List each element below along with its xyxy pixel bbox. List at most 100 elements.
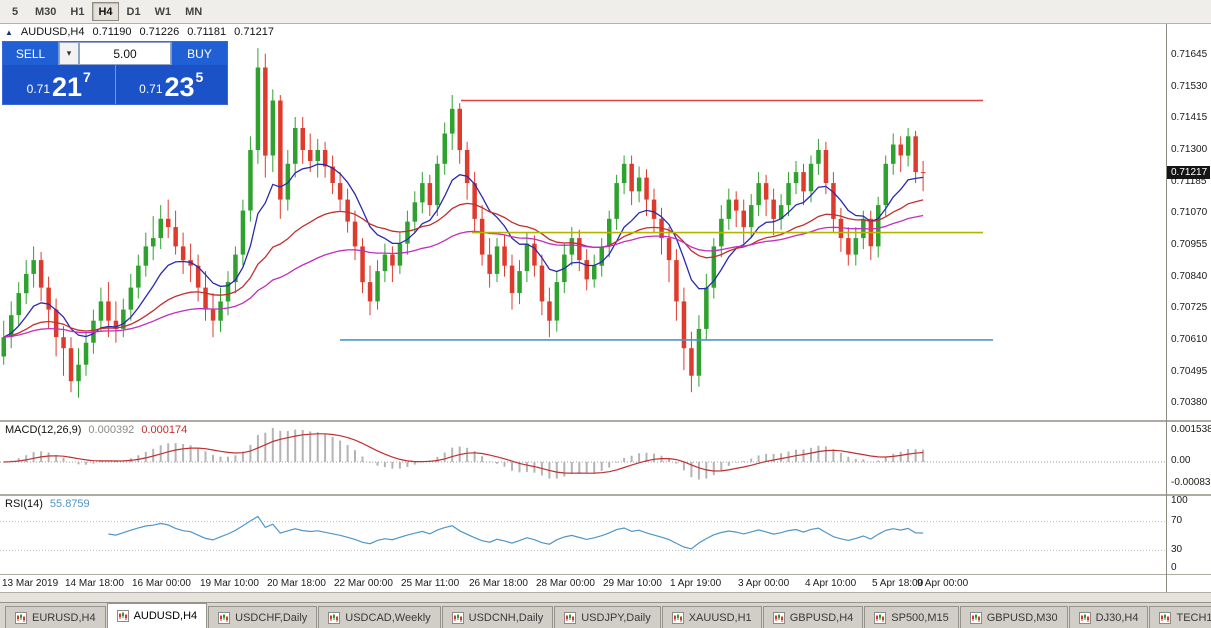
chart-tab-usdcnh-daily[interactable]: USDCNH,Daily bbox=[441, 606, 554, 628]
chart-icon bbox=[451, 611, 464, 624]
timeframe-button-5[interactable]: 5 bbox=[3, 2, 27, 21]
time-axis-label: 20 Mar 18:00 bbox=[267, 578, 326, 589]
horizontal-scrollbar[interactable] bbox=[0, 592, 1211, 602]
bid-price[interactable]: 0.71 21 7 bbox=[3, 65, 116, 104]
panel-separator-macd[interactable] bbox=[0, 420, 1166, 422]
timeframe-button-d1[interactable]: D1 bbox=[121, 2, 147, 21]
chart-icon bbox=[874, 611, 887, 624]
ask-prefix: 0.71 bbox=[139, 82, 163, 96]
main-chart-panel[interactable]: ▲ AUDUSD,H4 0.71190 0.71226 0.71181 0.71… bbox=[0, 24, 1166, 420]
time-axis-label: 3 Apr 00:00 bbox=[738, 578, 790, 589]
chart-icon bbox=[218, 611, 231, 624]
timeframe-button-mn[interactable]: MN bbox=[179, 2, 208, 21]
timeframe-button-m30[interactable]: M30 bbox=[29, 2, 62, 21]
ohlc-high: 0.71226 bbox=[139, 26, 180, 38]
time-axis[interactable]: 13 Mar 2019 14 Mar 18:00 16 Mar 00:00 19 Ma… bbox=[0, 574, 1166, 592]
time-axis-label: 9 Apr 00:00 bbox=[917, 578, 969, 589]
time-axis-label: 16 Mar 00:00 bbox=[132, 578, 191, 589]
macd-histogram bbox=[10, 428, 925, 480]
volume-input[interactable] bbox=[79, 42, 171, 65]
chart-tab-label: EURUSD,H4 bbox=[32, 611, 96, 624]
chart-tab-gbpusd-m30[interactable]: GBPUSD,M30 bbox=[959, 606, 1068, 628]
time-axis-label: 26 Mar 18:00 bbox=[469, 578, 528, 589]
chart-tab-sp500-m15[interactable]: SP500,M15 bbox=[864, 606, 959, 628]
rsi-label: RSI(14) bbox=[5, 498, 43, 510]
chart-tab-usdjpy-daily[interactable]: USDJPY,Daily bbox=[554, 606, 661, 628]
macd-axis-top: 0.001538 bbox=[1171, 424, 1211, 435]
chart-tab-label: XAUUSD,H1 bbox=[688, 611, 752, 624]
macd-panel[interactable]: MACD(12,26,9) 0.000392 0.000174 bbox=[0, 422, 1166, 494]
price-tick: 0.71530 bbox=[1171, 81, 1208, 92]
chart-tab-tech100-h1[interactable]: TECH100,H1 bbox=[1149, 606, 1211, 628]
ask-big-digits: 23 bbox=[164, 72, 195, 103]
sell-button[interactable]: SELL bbox=[3, 42, 59, 65]
price-tick: 0.70495 bbox=[1171, 366, 1208, 377]
rsi-chart[interactable] bbox=[0, 496, 1166, 574]
ask-price[interactable]: 0.71 23 5 bbox=[116, 65, 228, 104]
macd-axis-zero: 0.00 bbox=[1171, 455, 1191, 466]
time-axis-label: 25 Mar 11:00 bbox=[401, 578, 460, 589]
price-tick: 0.71415 bbox=[1171, 112, 1208, 123]
timeframe-button-h4[interactable]: H4 bbox=[92, 2, 119, 21]
candlestick-chart[interactable] bbox=[0, 24, 1166, 420]
buy-button[interactable]: BUY bbox=[171, 42, 227, 65]
panel-separator-rsi[interactable] bbox=[0, 494, 1166, 496]
chart-tab-label: USDCNH,Daily bbox=[468, 611, 544, 624]
time-axis-label: 1 Apr 19:00 bbox=[670, 578, 722, 589]
current-price-badge: 0.71217 bbox=[1167, 166, 1210, 179]
chart-tab-usdchf-daily[interactable]: USDCHF,Daily bbox=[208, 606, 318, 628]
macd-chart[interactable] bbox=[0, 422, 1166, 494]
time-axis-label: 4 Apr 10:00 bbox=[805, 578, 857, 589]
chart-tab-bar: EURUSD,H4 AUDUSD,H4 USDCHF,Daily USDCAD,Wee… bbox=[0, 602, 1211, 628]
price-axis[interactable]: 0.71645 0.71530 0.71415 0.71300 0.71185 0.710… bbox=[1167, 24, 1211, 420]
ask-pip-digit: 5 bbox=[195, 69, 204, 85]
bid-pip-digit: 7 bbox=[83, 69, 91, 85]
chart-icon bbox=[969, 611, 982, 624]
chart-tab-label: DJ30,H4 bbox=[1095, 611, 1139, 624]
chart-icon bbox=[1078, 611, 1091, 624]
chart-tab-xauusd-h1[interactable]: XAUUSD,H1 bbox=[661, 606, 762, 628]
chart-tab-label: GBPUSD,H4 bbox=[789, 611, 854, 624]
timeframe-button-w1[interactable]: W1 bbox=[149, 2, 178, 21]
chart-tab-eurusd-h4[interactable]: EURUSD,H4 bbox=[5, 606, 106, 628]
price-tick: 0.70380 bbox=[1171, 397, 1208, 408]
chart-tab-gbpusd-h4[interactable]: GBPUSD,H4 bbox=[762, 606, 864, 628]
rsi-axis-0: 0 bbox=[1171, 562, 1177, 573]
rsi-axis-100: 100 bbox=[1171, 495, 1188, 506]
macd-value-signal: 0.000174 bbox=[141, 424, 188, 436]
chart-tab-audusd-h4[interactable]: AUDUSD,H4 bbox=[106, 603, 208, 628]
macd-axis[interactable]: 0.001538 0.00 -0.000835 bbox=[1167, 422, 1211, 494]
chart-icon bbox=[1159, 611, 1172, 624]
chart-tab-dj30-h4[interactable]: DJ30,H4 bbox=[1068, 606, 1149, 628]
volume-dropdown[interactable]: ▾ bbox=[59, 42, 79, 65]
axis-column: 0.71645 0.71530 0.71415 0.71300 0.71185 0.710… bbox=[1167, 24, 1211, 592]
rsi-axis[interactable]: 100 70 30 0 bbox=[1167, 495, 1211, 574]
time-axis-label: 19 Mar 10:00 bbox=[200, 578, 259, 589]
time-axis-label: 5 Apr 18:00 bbox=[872, 578, 924, 589]
chart-tab-label: USDJPY,Daily bbox=[581, 611, 651, 624]
macd-signal-line bbox=[3, 433, 924, 474]
price-tick: 0.71070 bbox=[1171, 207, 1208, 218]
chart-tab-label: SP500,M15 bbox=[891, 611, 949, 624]
chart-tab-label: USDCHF,Daily bbox=[235, 611, 308, 624]
axis-separator-2 bbox=[1167, 494, 1211, 496]
time-axis-label: 28 Mar 00:00 bbox=[536, 578, 595, 589]
chevron-down-icon: ▾ bbox=[66, 48, 72, 58]
timeframe-button-h1[interactable]: H1 bbox=[64, 2, 90, 21]
collapse-trade-panel-icon[interactable]: ▲ bbox=[5, 27, 13, 37]
price-tick: 0.71645 bbox=[1171, 49, 1208, 60]
bid-prefix: 0.71 bbox=[26, 82, 50, 96]
chart-icon bbox=[772, 611, 785, 624]
axis-separator-1 bbox=[1167, 420, 1211, 422]
price-tick: 0.70840 bbox=[1171, 271, 1208, 282]
chart-tab-usdcad-weekly[interactable]: USDCAD,Weekly bbox=[318, 606, 441, 628]
horizontal-level-lines[interactable] bbox=[340, 99, 993, 341]
rsi-panel[interactable]: RSI(14) 55.8759 bbox=[0, 496, 1166, 574]
rsi-axis-30: 30 bbox=[1171, 544, 1183, 555]
price-tick: 0.71300 bbox=[1171, 144, 1208, 155]
chart-tab-label: USDCAD,Weekly bbox=[345, 611, 431, 624]
candles bbox=[1, 48, 926, 398]
rsi-axis-70: 70 bbox=[1171, 515, 1183, 526]
price-tick: 0.70725 bbox=[1171, 302, 1208, 313]
